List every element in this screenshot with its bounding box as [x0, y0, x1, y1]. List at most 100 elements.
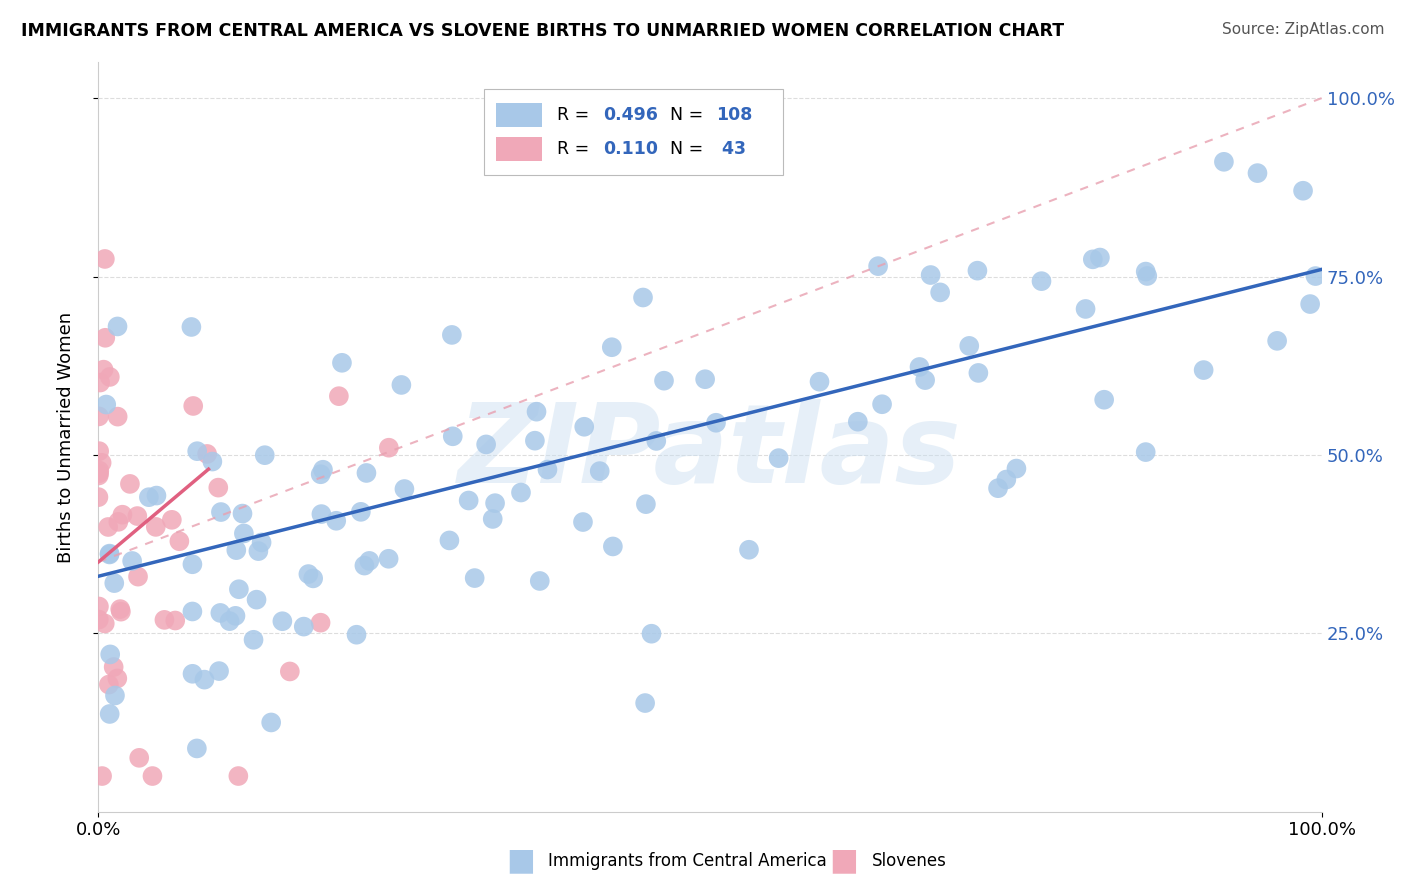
Point: [704, 416, 727, 430]
Point: [87, 409, 110, 424]
Point: [127, 509, 149, 524]
Point: [153, 613, 176, 627]
Point: [98, 547, 121, 561]
Point: [600, 340, 623, 354]
Point: [768, 451, 790, 466]
Point: [128, 751, 150, 765]
Point: [510, 485, 533, 500]
Text: 108: 108: [716, 106, 752, 124]
Point: [330, 356, 353, 370]
Point: [105, 672, 128, 686]
Point: [232, 526, 254, 541]
Point: [484, 496, 506, 510]
Text: N =: N =: [669, 140, 709, 158]
Point: [90, 456, 112, 470]
Point: [103, 660, 125, 674]
Point: [634, 497, 657, 511]
Point: [481, 512, 503, 526]
Point: [195, 447, 218, 461]
Point: [309, 615, 332, 630]
Point: [634, 696, 657, 710]
Text: ■: ■: [506, 847, 534, 875]
Point: [96, 398, 118, 412]
FancyBboxPatch shape: [496, 103, 543, 127]
Point: [209, 505, 232, 519]
Point: [207, 481, 229, 495]
Point: [87, 490, 110, 504]
FancyBboxPatch shape: [496, 136, 543, 161]
Point: [110, 605, 132, 619]
Point: [181, 605, 204, 619]
Point: [209, 606, 232, 620]
Point: [738, 542, 761, 557]
Point: [1292, 184, 1315, 198]
Point: [652, 374, 675, 388]
Point: [94, 331, 117, 345]
Text: R =: R =: [557, 106, 595, 124]
Point: [536, 462, 558, 476]
Point: [987, 481, 1010, 495]
Point: [309, 467, 332, 482]
Point: [127, 569, 149, 583]
Text: Slovenes: Slovenes: [872, 852, 946, 870]
Point: [920, 268, 942, 282]
Point: [589, 464, 612, 478]
Point: [245, 592, 267, 607]
Point: [165, 614, 187, 628]
Point: [104, 689, 127, 703]
Point: [394, 482, 416, 496]
Point: [356, 466, 378, 480]
Text: ZIPatlas: ZIPatlas: [458, 399, 962, 506]
Point: [325, 514, 347, 528]
Point: [87, 613, 110, 627]
Point: [93, 362, 115, 376]
Point: [98, 370, 121, 384]
Point: [328, 389, 350, 403]
Point: [107, 409, 129, 424]
Text: R =: R =: [557, 140, 595, 158]
Point: [312, 463, 335, 477]
Point: [914, 373, 936, 387]
Point: [346, 628, 368, 642]
Text: Source: ZipAtlas.com: Source: ZipAtlas.com: [1222, 22, 1385, 37]
Point: [350, 505, 373, 519]
Text: N =: N =: [669, 106, 709, 124]
Point: [311, 507, 333, 521]
Point: [1088, 251, 1111, 265]
Text: Immigrants from Central America: Immigrants from Central America: [548, 852, 827, 870]
Point: [846, 415, 869, 429]
Point: [529, 574, 551, 588]
Point: [302, 571, 325, 585]
Point: [141, 769, 163, 783]
Point: [1005, 461, 1028, 475]
Point: [186, 741, 208, 756]
Point: [808, 375, 831, 389]
Point: [640, 626, 662, 640]
Point: [145, 489, 167, 503]
Point: [89, 376, 111, 390]
Point: [967, 366, 990, 380]
Point: [1135, 264, 1157, 278]
Point: [111, 508, 134, 522]
Point: [180, 320, 202, 334]
Point: [89, 464, 111, 478]
Point: [108, 602, 131, 616]
Point: [193, 673, 215, 687]
Point: [439, 533, 461, 548]
Point: [645, 434, 668, 448]
Point: [250, 535, 273, 549]
Point: [572, 515, 595, 529]
Text: 43: 43: [716, 140, 747, 158]
Point: [103, 576, 125, 591]
Point: [870, 397, 893, 411]
Point: [260, 715, 283, 730]
Point: [695, 372, 717, 386]
Point: [1031, 274, 1053, 288]
Point: [107, 515, 129, 529]
Text: 0.110: 0.110: [603, 140, 658, 158]
Point: [181, 399, 204, 413]
Point: [228, 769, 250, 783]
Point: [121, 554, 143, 568]
Point: [186, 444, 208, 458]
Point: [87, 599, 110, 614]
